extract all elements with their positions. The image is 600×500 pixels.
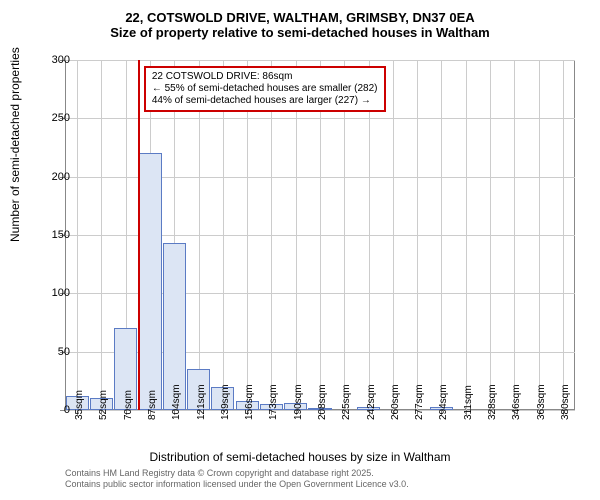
ytick-label: 250 xyxy=(52,112,70,124)
x-axis-label: Distribution of semi-detached houses by … xyxy=(10,450,590,464)
xtick-label: 277sqm xyxy=(414,384,425,420)
xtick-label: 242sqm xyxy=(366,384,377,420)
footer-copyright-2: Contains public sector information licen… xyxy=(65,479,409,489)
grid-line-v xyxy=(271,60,272,410)
xtick-label: 35sqm xyxy=(74,390,85,420)
xtick-label: 225sqm xyxy=(341,384,352,420)
xtick-label: 311sqm xyxy=(463,385,474,420)
xtick-label: 70sqm xyxy=(123,390,134,420)
ytick-label: 50 xyxy=(58,346,70,358)
grid-line-v xyxy=(77,60,78,410)
xtick-label: 346sqm xyxy=(511,384,522,420)
annotation-smaller: ← 55% of semi-detached houses are smalle… xyxy=(152,83,378,95)
grid-line-v xyxy=(199,60,200,410)
annotation-larger: 44% of semi-detached houses are larger (… xyxy=(152,95,378,107)
grid-line-v xyxy=(369,60,370,410)
grid-line-v xyxy=(247,60,248,410)
xtick-label: 294sqm xyxy=(438,384,449,420)
grid-line-v xyxy=(417,60,418,410)
plot-area: 22 COTSWOLD DRIVE: 86sqm ← 55% of semi-d… xyxy=(65,60,575,410)
grid-line-v xyxy=(563,60,564,410)
chart-title-address: 22, COTSWOLD DRIVE, WALTHAM, GRIMSBY, DN… xyxy=(10,10,590,25)
chart-title-description: Size of property relative to semi-detach… xyxy=(10,25,590,40)
grid-line-v xyxy=(296,60,297,410)
xtick-label: 52sqm xyxy=(98,390,109,420)
annotation-address: 22 COTSWOLD DRIVE: 86sqm xyxy=(152,71,378,83)
grid-line-v xyxy=(223,60,224,410)
xtick-label: 156sqm xyxy=(244,384,255,420)
ytick-label: 150 xyxy=(52,229,70,241)
xtick-label: 104sqm xyxy=(171,384,182,420)
annotation-box: 22 COTSWOLD DRIVE: 86sqm ← 55% of semi-d… xyxy=(144,66,386,112)
xtick-label: 139sqm xyxy=(220,384,231,420)
ytick-label: 300 xyxy=(52,54,70,66)
xtick-label: 87sqm xyxy=(147,390,158,420)
property-marker-line xyxy=(138,60,140,410)
y-axis-label: Number of semi-detached properties xyxy=(8,47,22,242)
property-size-chart: 22, COTSWOLD DRIVE, WALTHAM, GRIMSBY, DN… xyxy=(10,10,590,490)
grid-line-v xyxy=(320,60,321,410)
xtick-label: 328sqm xyxy=(487,384,498,420)
xtick-label: 121sqm xyxy=(196,384,207,420)
footer-copyright-1: Contains HM Land Registry data © Crown c… xyxy=(65,468,374,478)
grid-line-v xyxy=(393,60,394,410)
ytick-label: 200 xyxy=(52,171,70,183)
grid-line-v xyxy=(539,60,540,410)
grid-line-v xyxy=(490,60,491,410)
xtick-label: 380sqm xyxy=(560,384,571,420)
xtick-label: 173sqm xyxy=(268,384,279,420)
xtick-label: 208sqm xyxy=(317,384,328,420)
grid-line-v xyxy=(466,60,467,410)
xtick-label: 190sqm xyxy=(293,384,304,420)
grid-line-v xyxy=(441,60,442,410)
grid-line-v xyxy=(344,60,345,410)
xtick-label: 260sqm xyxy=(390,384,401,420)
ytick-label: 100 xyxy=(52,287,70,299)
grid-line-v xyxy=(514,60,515,410)
xtick-label: 363sqm xyxy=(536,384,547,420)
ytick-label: 0 xyxy=(64,404,70,416)
grid-line-v xyxy=(101,60,102,410)
histogram-bar xyxy=(138,153,161,410)
